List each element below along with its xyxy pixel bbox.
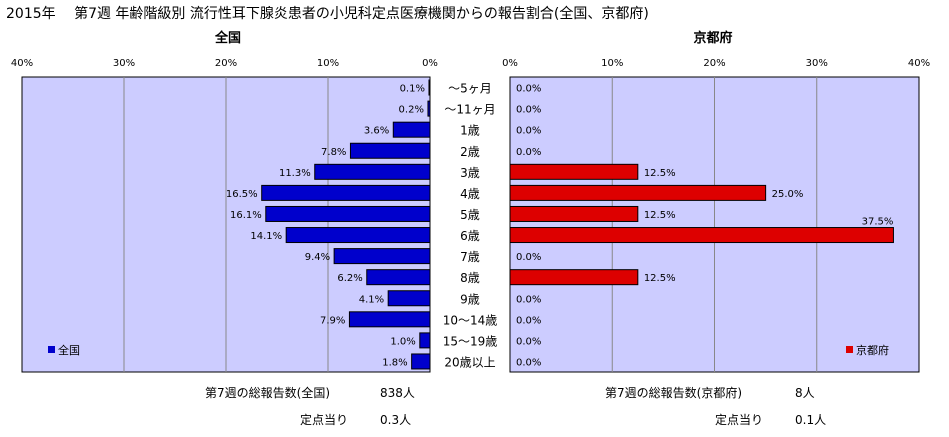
left-tick-label: 0% <box>422 58 438 69</box>
right-value-label: 12.5% <box>644 273 676 284</box>
left-value-label: 0.1% <box>400 84 425 95</box>
left-legend-swatch <box>48 346 55 353</box>
left-tick-label: 30% <box>113 58 135 69</box>
category-label: 7歳 <box>460 250 480 264</box>
category-label: 15〜19歳 <box>443 334 498 348</box>
left-value-label: 7.8% <box>321 147 346 158</box>
left-bar <box>348 311 431 328</box>
left-bar <box>419 332 431 349</box>
kyoto-per-site-value: 0.1人 <box>795 413 826 427</box>
national-total-value: 838人 <box>380 386 415 400</box>
right-value-label: 12.5% <box>644 210 676 221</box>
left-bar <box>314 163 431 180</box>
right-value-label: 25.0% <box>772 189 804 200</box>
left-bar <box>387 290 431 307</box>
left-value-label: 4.1% <box>359 294 384 305</box>
category-label: 3歳 <box>460 166 480 180</box>
left-bar <box>285 227 431 244</box>
right-bar <box>509 269 639 286</box>
left-value-label: 16.5% <box>226 189 258 200</box>
category-label: 8歳 <box>460 271 480 285</box>
kyoto-per-site-label: 定点当り <box>715 412 763 427</box>
chart-title: 2015年 第7週 年齢階級別 流行性耳下腺炎患者の小児科定点医療機関からの報告… <box>6 5 649 22</box>
right-tick-label: 20% <box>703 58 725 69</box>
category-label: 10〜14歳 <box>443 313 498 327</box>
left-value-label: 7.9% <box>320 315 345 326</box>
left-value-label: 1.0% <box>390 336 415 347</box>
right-value-label: 0.0% <box>516 252 541 263</box>
right-bar <box>509 227 894 244</box>
left-panel-title: 全国 <box>214 30 241 46</box>
right-bar <box>509 205 639 222</box>
left-plot-area: 40% 30% 20% 10% 0% 0.1% 0.2% 3.6% 7.8% 11.3% 16.5%… <box>11 58 438 373</box>
right-tick-label: 0% <box>502 58 518 69</box>
left-value-label: 0.2% <box>399 105 424 116</box>
right-tick-label: 10% <box>601 58 623 69</box>
category-label: 5歳 <box>460 208 480 222</box>
right-tick-label: 40% <box>908 58 930 69</box>
right-bar <box>509 163 639 180</box>
left-legend: 全国 <box>48 343 80 357</box>
right-value-label: 0.0% <box>516 294 541 305</box>
national-per-site-label: 定点当り <box>300 412 348 427</box>
left-bar <box>411 353 431 370</box>
left-value-label: 11.3% <box>279 168 311 179</box>
category-label: 9歳 <box>460 292 480 306</box>
left-bar <box>366 269 431 286</box>
category-labels: 〜5ヶ月〜11ヶ月 1歳 2歳 3歳 4歳 5歳 6歳 7歳 8歳 9歳 10〜14歳 15〜19歳 2… <box>443 82 498 370</box>
left-value-label: 16.1% <box>230 210 262 221</box>
category-label: 〜11ヶ月 <box>444 103 495 117</box>
category-label: 6歳 <box>460 229 480 243</box>
right-value-label: 0.0% <box>516 147 541 158</box>
left-bar <box>392 121 431 138</box>
left-bar <box>265 205 431 222</box>
national-total-label: 第7週の総報告数(全国) <box>205 385 330 400</box>
left-value-label: 6.2% <box>337 273 362 284</box>
right-value-label: 0.0% <box>516 105 541 116</box>
right-legend: 京都府 <box>846 343 889 357</box>
right-value-label: 0.0% <box>516 315 541 326</box>
category-label: 4歳 <box>460 187 480 201</box>
national-per-site-value: 0.3人 <box>380 413 411 427</box>
left-value-label: 1.8% <box>382 357 407 368</box>
left-bar <box>427 100 431 117</box>
left-tick-label: 20% <box>215 58 237 69</box>
right-value-label: 37.5% <box>862 217 894 228</box>
kyoto-total-label: 第7週の総報告数(京都府) <box>605 385 742 400</box>
category-label: 2歳 <box>460 145 480 159</box>
right-legend-swatch <box>846 346 853 353</box>
left-bar <box>428 79 431 96</box>
right-bar <box>509 184 767 201</box>
left-tick-label: 10% <box>317 58 339 69</box>
left-bar <box>333 248 431 265</box>
right-value-label: 0.0% <box>516 357 541 368</box>
category-label: 1歳 <box>460 124 480 138</box>
left-value-label: 9.4% <box>305 252 330 263</box>
right-tick-label: 30% <box>806 58 828 69</box>
right-legend-label: 京都府 <box>856 343 889 357</box>
right-value-label: 0.0% <box>516 84 541 95</box>
left-bar <box>349 142 431 159</box>
right-panel-title: 京都府 <box>693 30 732 46</box>
category-label: 〜5ヶ月 <box>448 82 492 96</box>
kyoto-total-value: 8人 <box>795 386 815 400</box>
category-label: 20歳以上 <box>444 355 495 369</box>
left-bar <box>261 184 431 201</box>
right-value-label: 12.5% <box>644 168 676 179</box>
left-legend-label: 全国 <box>58 343 80 357</box>
left-tick-label: 40% <box>11 58 33 69</box>
left-value-label: 14.1% <box>250 231 282 242</box>
left-value-label: 3.6% <box>364 126 389 137</box>
right-value-label: 0.0% <box>516 336 541 347</box>
right-plot-area: 0% 10% 20% 30% 40% 0.0% 0.0% 0.0% 0.0% 12.5% 25.0%… <box>502 58 930 373</box>
right-value-label: 0.0% <box>516 126 541 137</box>
